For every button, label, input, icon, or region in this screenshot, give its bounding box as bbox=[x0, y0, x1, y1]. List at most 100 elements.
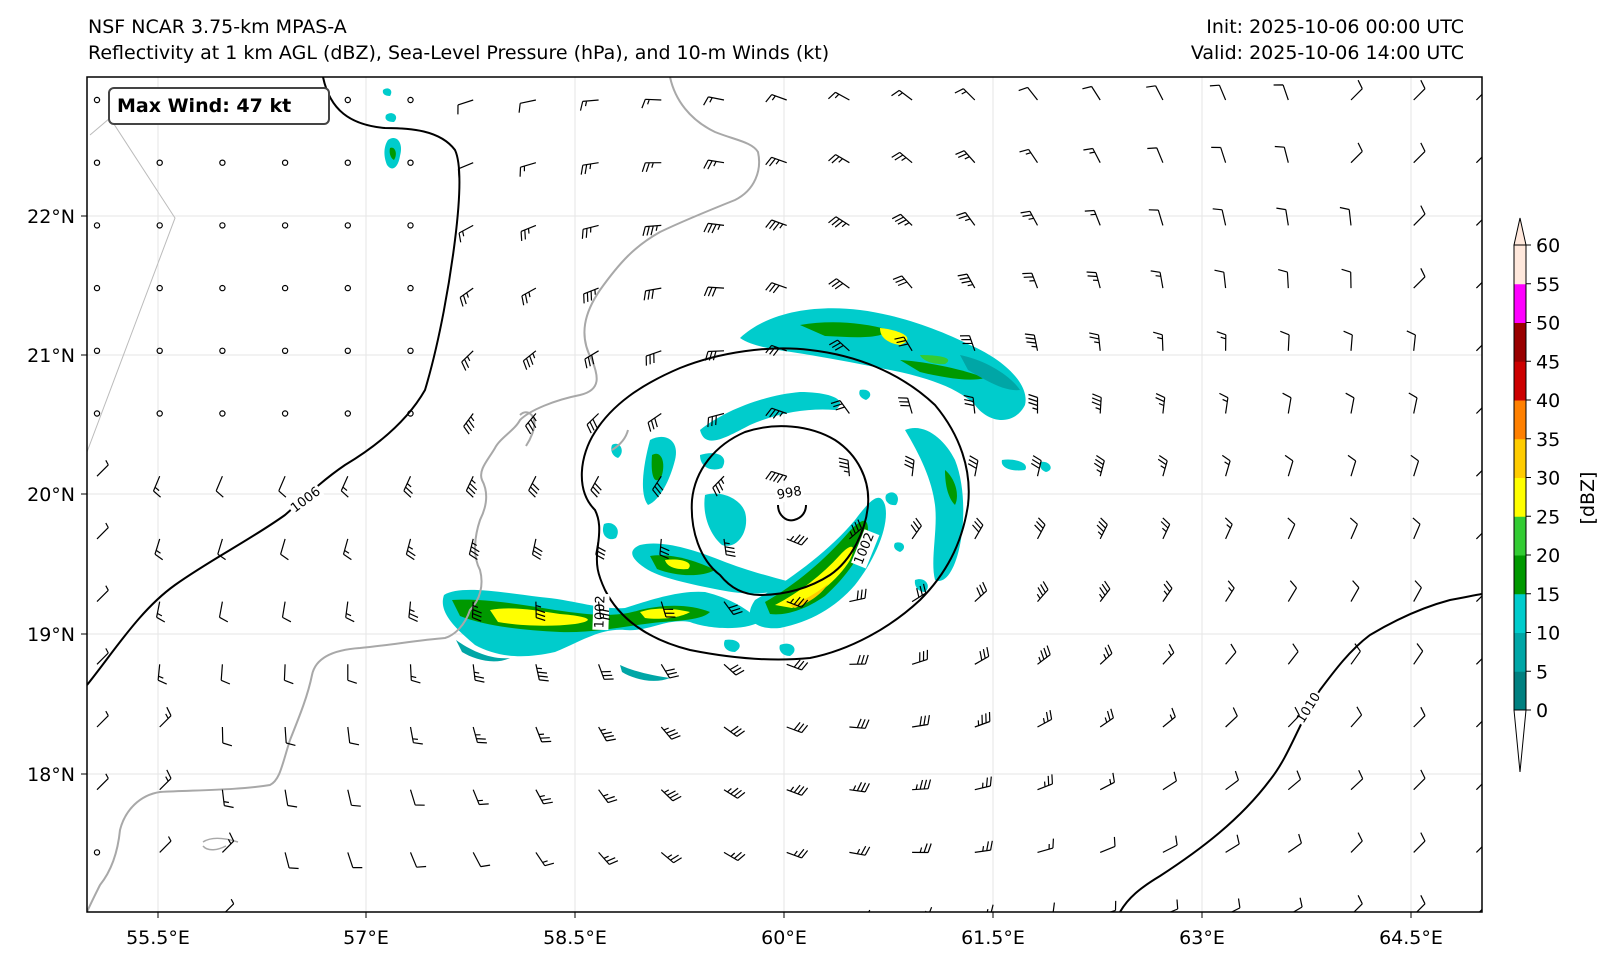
wind-barb bbox=[1209, 84, 1227, 101]
wind-barb bbox=[1099, 772, 1115, 791]
wind-barb bbox=[599, 915, 619, 926]
isobar-1006 bbox=[87, 77, 461, 686]
wind-barb bbox=[912, 715, 930, 728]
wind-barb bbox=[1475, 469, 1482, 477]
coastline bbox=[87, 77, 760, 912]
wind-barb bbox=[955, 150, 976, 164]
wind-barb bbox=[828, 278, 850, 290]
wind-barb bbox=[1408, 392, 1418, 414]
lon-label: 64.5°E bbox=[1379, 927, 1443, 949]
wind-barb bbox=[285, 915, 300, 930]
wind-barb bbox=[345, 601, 355, 623]
wind-barb bbox=[1214, 269, 1227, 289]
wind-barb bbox=[1091, 393, 1102, 414]
wind-barb bbox=[278, 475, 287, 498]
wind-barb bbox=[1475, 720, 1482, 728]
calm-wind-marker bbox=[281, 284, 289, 292]
wind-barb bbox=[221, 789, 234, 809]
wind-barb bbox=[598, 789, 618, 804]
wind-barb bbox=[1475, 218, 1482, 226]
wind-barb bbox=[1036, 581, 1049, 602]
wind-barb bbox=[959, 335, 976, 351]
wind-barb bbox=[838, 457, 850, 477]
wind-barb bbox=[281, 601, 292, 623]
calm-wind-marker bbox=[219, 347, 226, 354]
wind-barb bbox=[218, 601, 229, 623]
wind-barb bbox=[786, 534, 809, 546]
wind-barb bbox=[828, 154, 850, 164]
wind-barb bbox=[787, 913, 808, 920]
wind-barb bbox=[518, 99, 537, 113]
wind-barb bbox=[723, 601, 743, 616]
wind-barb bbox=[411, 915, 428, 929]
wind-barb bbox=[584, 350, 599, 369]
wind-barb bbox=[891, 213, 913, 226]
wind-barb bbox=[723, 787, 746, 799]
colorbar-ticks: 0 5 10 15 20 25 30 35 40 45 50 55 60 bbox=[1526, 235, 1560, 722]
wind-barb bbox=[1096, 517, 1108, 540]
map-subtitle: Reflectivity at 1 km AGL (dBZ), Sea-Leve… bbox=[88, 42, 830, 64]
wind-barb bbox=[598, 664, 614, 680]
wind-barb bbox=[409, 852, 427, 868]
wind-barb bbox=[723, 725, 745, 737]
calm-wind-marker bbox=[93, 222, 101, 229]
wind-barb bbox=[786, 848, 809, 859]
wind-barb bbox=[660, 789, 682, 802]
wind-barb bbox=[786, 659, 809, 671]
wind-barb bbox=[827, 91, 850, 101]
wind-barb bbox=[1287, 833, 1302, 853]
wind-barb bbox=[535, 789, 553, 805]
wind-barb bbox=[521, 287, 537, 306]
wind-barb bbox=[583, 287, 599, 304]
wind-barb bbox=[1093, 454, 1105, 477]
wind-barb bbox=[1350, 832, 1363, 853]
wind-barb bbox=[221, 832, 235, 853]
colorbar-segment bbox=[1514, 477, 1526, 517]
wind-barb bbox=[215, 475, 224, 498]
wind-barb bbox=[647, 413, 662, 432]
wind-barb bbox=[409, 664, 421, 684]
wind-barb bbox=[96, 585, 109, 603]
lon-label: 55.5°E bbox=[126, 927, 190, 949]
wind-barb bbox=[409, 726, 423, 745]
wind-barb bbox=[1037, 645, 1051, 665]
colorbar-tick-label: 45 bbox=[1536, 351, 1560, 373]
axis-ticks bbox=[81, 215, 1412, 918]
wind-barb bbox=[786, 784, 809, 796]
wind-barb bbox=[972, 517, 984, 540]
wind-barb bbox=[954, 88, 976, 101]
wind-barb bbox=[659, 538, 670, 560]
map-panel: 1006 1002 1002 998 1010 Max Wind: 47 kt bbox=[87, 77, 1482, 930]
wind-barb bbox=[1050, 902, 1055, 912]
wind-barb bbox=[1287, 643, 1299, 665]
wind-barb bbox=[661, 915, 682, 925]
wind-barb bbox=[472, 664, 485, 683]
wind-barb bbox=[1216, 331, 1227, 351]
lon-label: 58.5°E bbox=[543, 927, 607, 949]
wind-barb bbox=[849, 519, 863, 540]
wind-barb bbox=[765, 219, 787, 231]
calm-wind-marker bbox=[281, 222, 289, 229]
wind-barb bbox=[1350, 142, 1363, 164]
colorbar-segment bbox=[1514, 555, 1526, 595]
max-wind-annotation: Max Wind: 47 kt bbox=[108, 87, 330, 125]
wind-barb bbox=[1024, 333, 1039, 351]
wind-barb bbox=[1350, 769, 1364, 791]
wind-barb bbox=[1292, 897, 1303, 912]
wind-barb bbox=[1211, 146, 1227, 163]
wind-barb bbox=[1475, 783, 1482, 791]
wind-barb bbox=[468, 538, 480, 561]
wind-barb bbox=[96, 522, 109, 540]
wind-barb bbox=[1475, 407, 1482, 414]
calm-wind-marker bbox=[93, 159, 101, 166]
wind-barb bbox=[912, 779, 932, 791]
wind-barb bbox=[1224, 517, 1233, 540]
wind-barb bbox=[159, 706, 172, 728]
wind-barb bbox=[707, 412, 725, 428]
wind-barb bbox=[765, 94, 787, 103]
wind-barb bbox=[1475, 156, 1482, 164]
wind-barb bbox=[581, 224, 599, 239]
wind-barb bbox=[535, 852, 555, 867]
wind-barb bbox=[217, 538, 226, 561]
wind-barb bbox=[458, 224, 474, 243]
